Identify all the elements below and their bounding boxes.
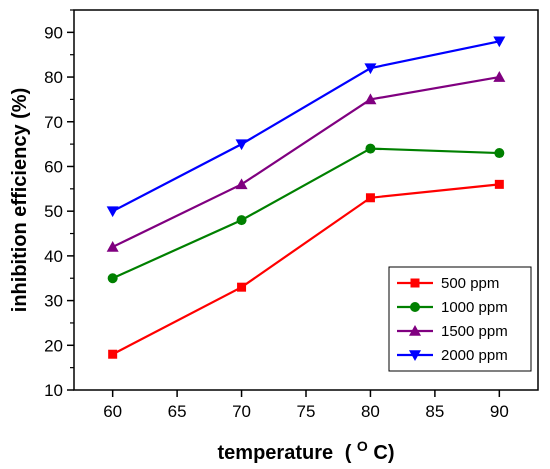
- legend-label: 2000 ppm: [441, 347, 508, 364]
- x-axis-title: temperature ( O C): [218, 434, 395, 464]
- legend-marker: [410, 278, 420, 288]
- y-tick-label: 90: [44, 23, 63, 42]
- series-2000-ppm: [106, 36, 506, 218]
- data-point: [106, 206, 119, 218]
- legend-label: 1500 ppm: [441, 323, 508, 340]
- series-line: [112, 75, 500, 248]
- data-point: [237, 282, 247, 292]
- y-axis-ticks: 10 20 30 40 50 60 70 80 90: [44, 9, 74, 400]
- plot-area-frame: [73, 9, 539, 391]
- series-500-ppm: [108, 179, 504, 359]
- y-tick-label: 30: [44, 292, 63, 311]
- data-point: [494, 148, 505, 159]
- legend-item: 500 ppm: [397, 275, 499, 292]
- data-point: [364, 93, 377, 105]
- series-1000-ppm: [107, 143, 505, 284]
- data-point: [235, 178, 248, 190]
- series-1500-ppm: [106, 71, 506, 252]
- y-tick-label: 20: [44, 336, 63, 355]
- legend-marker: [409, 325, 421, 336]
- data-point: [494, 179, 504, 189]
- legend-label: 500 ppm: [441, 275, 499, 292]
- series-line: [112, 183, 500, 356]
- x-axis-unit-degree: O: [357, 438, 368, 454]
- y-tick-label: 80: [44, 68, 63, 87]
- x-tick-label: 60: [103, 402, 122, 421]
- legend-marker: [410, 302, 420, 312]
- y-tick-label: 60: [44, 157, 63, 176]
- x-axis-unit-close: C): [373, 442, 394, 464]
- legend: 500 ppm 1000 ppm 1500 ppm 2000 ppm: [388, 266, 532, 372]
- data-point: [235, 139, 248, 151]
- data-point: [236, 215, 247, 226]
- data-point: [365, 143, 376, 154]
- data-point: [493, 36, 506, 48]
- x-tick-label: 80: [361, 402, 380, 421]
- data-point: [107, 273, 118, 284]
- y-tick-label: 70: [44, 113, 63, 132]
- data-point: [364, 63, 377, 75]
- legend-item: 1000 ppm: [397, 299, 508, 316]
- x-axis-title-text: temperature: [218, 442, 334, 464]
- legend-marker: [409, 350, 421, 361]
- legend-item: 1500 ppm: [397, 323, 508, 340]
- data-point: [493, 71, 506, 82]
- data-point: [365, 193, 375, 203]
- x-tick-label: 65: [168, 402, 187, 421]
- x-tick-label: 75: [297, 402, 316, 421]
- y-tick-label: 40: [44, 247, 63, 266]
- data-point: [106, 240, 119, 252]
- series-line: [112, 147, 500, 280]
- x-axis-unit-open: (: [345, 442, 352, 464]
- data-point: [108, 349, 118, 359]
- legend-item: 2000 ppm: [397, 347, 508, 364]
- series-layer: [106, 36, 506, 359]
- y-tick-label: 10: [44, 381, 63, 400]
- x-tick-label: 70: [232, 402, 251, 421]
- x-axis-ticks: 60 65 70 75 80 85 90: [103, 390, 509, 421]
- x-tick-label: 90: [490, 402, 509, 421]
- y-tick-label: 50: [44, 202, 63, 221]
- y-axis-title: inhibition efficiency (%): [9, 88, 31, 312]
- legend-label: 1000 ppm: [441, 299, 508, 316]
- x-tick-label: 85: [425, 402, 444, 421]
- series-line: [112, 40, 500, 213]
